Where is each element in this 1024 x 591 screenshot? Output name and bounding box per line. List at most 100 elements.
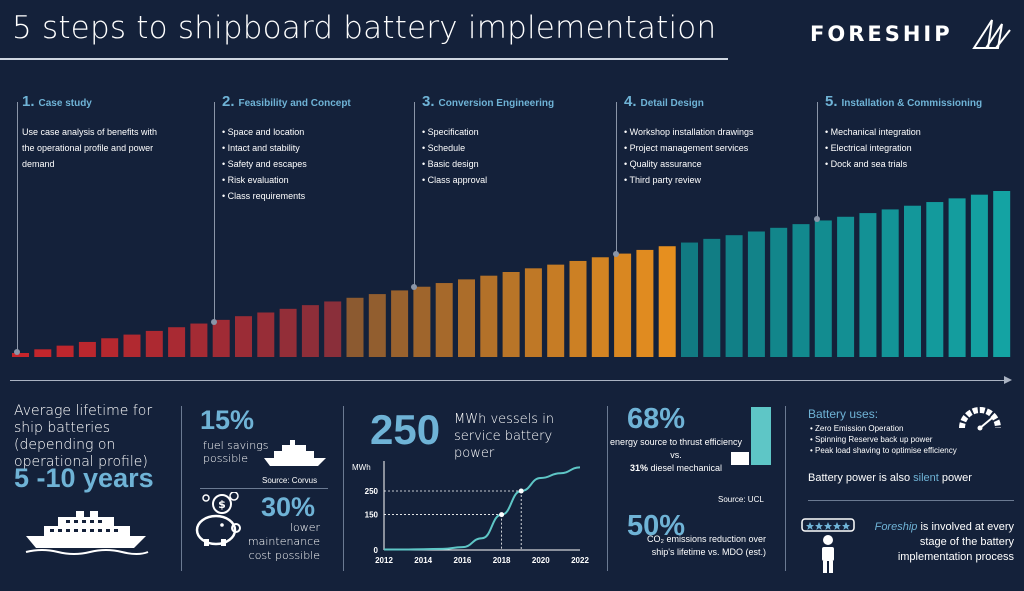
chart-highlight-point [518,488,524,494]
step-2-item: • Class requirements [222,191,306,201]
step-5-item: • Mechanical integration [825,127,921,137]
step-4-item: • Project management services [624,143,749,153]
progress-bar [279,308,297,357]
progress-bar [145,330,163,357]
chart-x-tick-label: 2012 [375,556,393,565]
battery-use-item: • Peak load shaving to optimise efficien… [810,446,957,455]
fuel-savings-value: 15% [200,405,255,435]
progress-bar [12,353,29,357]
step-3-item: • Basic design [422,159,479,169]
step-3-item: • Specification [422,127,479,137]
progress-bar [368,294,386,357]
title-underline [0,58,728,60]
step-5: 5. Installation & Commissioning • Mechan… [825,93,982,172]
progress-bar [569,260,587,357]
cruise-ship-icon [25,511,149,555]
step-4-number: 4. [624,93,637,110]
rating-person-icon [801,518,855,573]
efficiency-label-text: energy source to thrust efficiency vs. [610,437,742,460]
source-ucl: Source: UCL [718,495,764,504]
step-3-title: Conversion Engineering [438,98,555,109]
timeline-axis [10,380,1006,381]
ship-icon [264,440,326,466]
involvement-text: is involved at every stage of the batter… [897,521,1014,563]
progress-bar [681,242,698,357]
maintenance-label: lower maintenance cost possible [247,521,320,562]
divider [181,406,182,571]
progress-bar [235,316,252,357]
progress-bar [993,191,1011,357]
step-2-item: • Risk evaluation [222,175,289,185]
step-1-dot [14,349,20,355]
chart-x-tick-label: 2016 [454,556,472,565]
progress-bar [703,238,721,357]
silent-prefix: Battery power is also [808,472,911,484]
progress-bar [391,290,409,357]
chart-x-tick-label: 2020 [532,556,550,565]
progress-bar [212,319,230,357]
step-3-item: • Schedule [422,143,466,153]
fuel-savings-label: fuel savings possible [203,439,269,465]
progress-bar [747,231,765,357]
stat-separator [200,488,328,489]
progress-bar [56,345,74,357]
efficiency-bars-icon [731,407,771,465]
progress-bar [792,224,810,357]
step-2-item: • Safety and escapes [222,159,307,169]
svg-text:$: $ [218,498,226,511]
step-1-line [17,102,18,352]
progress-bar [190,323,208,357]
progress-bar [257,312,275,357]
step-2-line [214,102,215,322]
progress-bar [904,205,921,357]
step-2-title: Feasibility and Concept [238,98,351,109]
step-2-number: 2. [222,93,235,110]
progress-bar [480,275,498,357]
progress-bar [413,286,431,357]
vessels-label: MWh vessels in service battery power [454,412,555,461]
step-3-dot [411,284,417,290]
page-title: 5 steps to shipboard battery implementat… [12,10,717,46]
step-1: 1. Case study Use case analysis of benef… [22,93,162,172]
progress-bar [524,268,542,357]
efficiency-value: 68% [627,403,686,435]
progress-bar [435,283,453,357]
progress-bar [123,334,141,357]
maintenance-value: 30% [261,492,316,522]
step-1-number: 1. [22,93,35,110]
step-4-item: • Workshop installation drawings [624,127,754,137]
steps-section: 1. Case study Use case analysis of benef… [0,60,1024,370]
chart-y-tick-label: 0 [374,546,379,555]
progress-bar [948,198,966,357]
progress-bar [168,327,186,357]
progress-bar [301,305,319,357]
chart-x-tick-label: 2022 [571,556,589,565]
battery-efficiency-bar [751,407,771,465]
step-5-line [817,102,818,219]
step-4: 4. Detail Design • Workshop installation… [624,93,754,188]
step-2: 2. Feasibility and Concept • Space and l… [222,93,351,204]
chart-x-tick-label: 2018 [493,556,511,565]
step-3: 3. Conversion Engineering • Specificatio… [422,93,554,188]
progress-bar [881,209,899,357]
chart-series-line [383,466,581,551]
step-5-title: Installation & Commissioning [841,98,983,109]
step-4-title: Detail Design [640,98,704,109]
efficiency-label-suffix: diesel mechanical [650,463,723,473]
step-4-line [616,102,617,254]
lifetime-text: Average lifetime for ship batteries (dep… [14,403,153,470]
timeline-arrow-icon [1004,376,1012,384]
step-5-item: • Electrical integration [825,143,912,153]
progress-bar [502,272,520,357]
divider [343,406,344,571]
chart-y-tick-label: 150 [365,511,379,520]
emissions-value: 50% [627,510,686,542]
progress-bar [614,253,632,357]
step-2-item: • Intact and stability [222,143,300,153]
progress-bar [725,235,743,357]
progress-bar [658,246,676,357]
step-1-title: Case study [38,98,92,109]
step-5-dot [814,216,820,222]
uses-separator [808,500,1014,501]
step-2-dot [211,319,217,325]
